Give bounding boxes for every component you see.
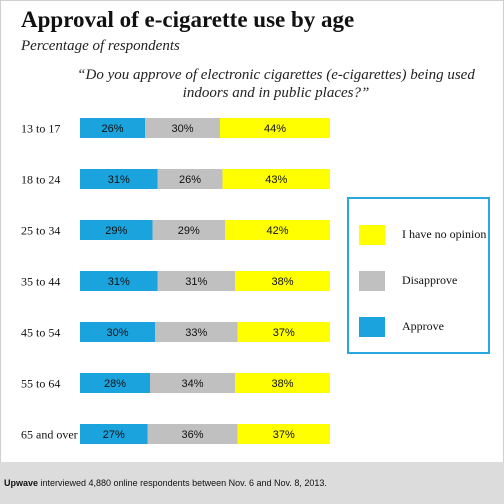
data-label-i-have-no-opinion-25-to-34: 42% bbox=[266, 225, 288, 237]
bar-disapprove-13-to-17 bbox=[145, 118, 220, 138]
category-label-18-to-24: 18 to 24 bbox=[21, 173, 60, 187]
bar-disapprove-35-to-44 bbox=[157, 271, 235, 291]
bar-approve-45-to-54 bbox=[80, 322, 155, 342]
stacked-bar-chart: 13 to 17 26% 30% 44% 18 to 24 31% 26% 43% 25 to … bbox=[21, 118, 330, 444]
legend-swatch-no-opinion bbox=[359, 225, 385, 245]
data-label-i-have-no-opinion-18-to-24: 43% bbox=[265, 174, 287, 186]
data-label-i-have-no-opinion-65-and-over: 37% bbox=[273, 429, 295, 441]
data-label-approve-25-to-34: 29% bbox=[105, 225, 127, 237]
data-label-disapprove-18-to-24: 26% bbox=[179, 174, 201, 186]
data-label-disapprove-45-to-54: 33% bbox=[185, 327, 207, 339]
chart-title: Approval of e-cigarette use by age bbox=[21, 7, 355, 32]
bar-i-have-no-opinion-45-to-54 bbox=[237, 322, 330, 342]
data-label-i-have-no-opinion-13-to-17: 44% bbox=[264, 123, 286, 135]
footer: Upwave interviewed 4,880 online responde… bbox=[0, 462, 504, 504]
category-label-13-to-17: 13 to 17 bbox=[21, 122, 60, 136]
legend-swatch-disapprove bbox=[359, 271, 385, 291]
data-label-i-have-no-opinion-35-to-44: 38% bbox=[271, 276, 293, 288]
legend: I have no opinion Disapprove Approve bbox=[347, 197, 490, 354]
data-label-approve-35-to-44: 31% bbox=[108, 276, 130, 288]
bar-approve-65-and-over bbox=[80, 424, 148, 444]
category-label-35-to-44: 35 to 44 bbox=[21, 275, 60, 289]
data-label-approve-55-to-64: 28% bbox=[104, 378, 126, 390]
data-label-disapprove-65-and-over: 36% bbox=[181, 429, 203, 441]
data-label-disapprove-35-to-44: 31% bbox=[185, 276, 207, 288]
data-label-approve-18-to-24: 31% bbox=[108, 174, 130, 186]
category-label-45-to-54: 45 to 54 bbox=[21, 326, 60, 340]
bar-approve-13-to-17 bbox=[80, 118, 145, 138]
bar-disapprove-55-to-64 bbox=[150, 373, 235, 393]
bar-approve-25-to-34 bbox=[80, 220, 153, 240]
bar-approve-55-to-64 bbox=[80, 373, 150, 393]
category-label-55-to-64: 55 to 64 bbox=[21, 377, 60, 391]
data-label-i-have-no-opinion-55-to-64: 38% bbox=[271, 378, 293, 390]
data-label-approve-45-to-54: 30% bbox=[106, 327, 128, 339]
category-label-65-and-over: 65 and over bbox=[21, 428, 78, 442]
legend-label-disapprove: Disapprove bbox=[402, 273, 458, 287]
data-label-approve-65-and-over: 27% bbox=[103, 429, 125, 441]
data-label-disapprove-25-to-34: 29% bbox=[178, 225, 200, 237]
footer-text: interviewed 4,880 online respondents bet… bbox=[38, 478, 327, 488]
bar-disapprove-18-to-24 bbox=[157, 169, 223, 189]
data-label-disapprove-13-to-17: 30% bbox=[171, 123, 193, 135]
bar-disapprove-65-and-over bbox=[147, 424, 238, 444]
category-label-25-to-34: 25 to 34 bbox=[21, 224, 60, 238]
bar-approve-18-to-24 bbox=[80, 169, 158, 189]
bar-i-have-no-opinion-18-to-24 bbox=[222, 169, 330, 189]
legend-label-approve: Approve bbox=[402, 319, 444, 333]
bar-i-have-no-opinion-65-and-over bbox=[237, 424, 330, 444]
legend-label-no-opinion: I have no opinion bbox=[402, 227, 487, 241]
bar-disapprove-45-to-54 bbox=[155, 322, 238, 342]
chart-subtitle: Percentage of respondents bbox=[21, 38, 180, 54]
survey-question: “Do you approve of electronic cigarettes… bbox=[77, 67, 475, 101]
data-label-approve-13-to-17: 26% bbox=[101, 123, 123, 135]
footer-note: Upwave interviewed 4,880 online responde… bbox=[4, 478, 327, 488]
data-label-disapprove-55-to-64: 34% bbox=[181, 378, 203, 390]
bar-disapprove-25-to-34 bbox=[152, 220, 225, 240]
bar-i-have-no-opinion-55-to-64 bbox=[235, 373, 330, 393]
bar-approve-35-to-44 bbox=[80, 271, 158, 291]
data-label-i-have-no-opinion-45-to-54: 37% bbox=[273, 327, 295, 339]
bar-i-have-no-opinion-13-to-17 bbox=[220, 118, 330, 138]
footer-brand: Upwave bbox=[4, 478, 39, 488]
bar-i-have-no-opinion-35-to-44 bbox=[235, 271, 330, 291]
legend-swatch-approve bbox=[359, 317, 385, 337]
bar-i-have-no-opinion-25-to-34 bbox=[225, 220, 330, 240]
